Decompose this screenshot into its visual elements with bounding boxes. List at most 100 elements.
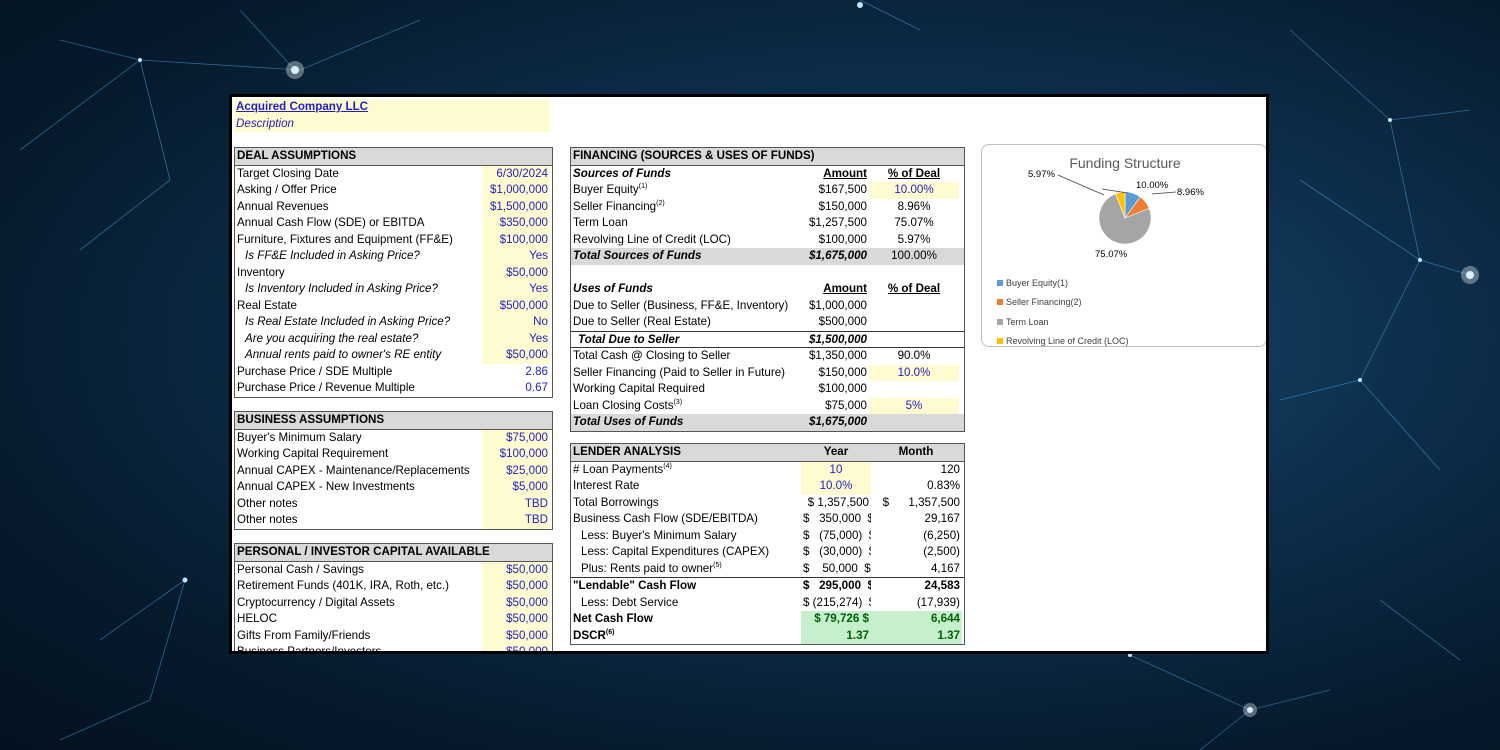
- lender-label-text: Less: Debt Service: [581, 595, 679, 609]
- deal-row-value[interactable]: $350,000: [482, 215, 550, 232]
- deal-row-label: Real Estate: [237, 298, 297, 312]
- lender-label-text: Total Borrowings: [573, 495, 659, 509]
- source-row-pct[interactable]: 75.07%: [894, 216, 934, 229]
- lender-row-month[interactable]: (2,500): [923, 545, 960, 558]
- business-row-value[interactable]: $25,000: [482, 462, 550, 479]
- source-row-pct[interactable]: 10.00%: [869, 182, 959, 199]
- business-row-label: Other notes: [237, 496, 298, 510]
- financing-title: FINANCING (SOURCES & USES OF FUNDS): [573, 149, 815, 162]
- personal-row-value[interactable]: $50,000: [482, 644, 550, 651]
- lender-row-month[interactable]: 4,167: [930, 561, 960, 575]
- deal-row-value[interactable]: 6/30/2024: [482, 165, 550, 182]
- source-row-pct[interactable]: 8.96%: [897, 199, 931, 213]
- deal-row: Annual Cash Flow (SDE) or EBITDA $350,000: [235, 215, 552, 232]
- lender-row-year[interactable]: $ 1,357,500: [807, 495, 869, 509]
- use-row-pct[interactable]: 5%: [869, 397, 959, 414]
- deal-row-value[interactable]: $50,000: [482, 347, 550, 364]
- spreadsheet-window: Acquired Company LLC Description DEAL AS…: [229, 94, 1269, 654]
- use-row-pct[interactable]: 90.0%: [897, 349, 931, 362]
- business-row-value[interactable]: $100,000: [482, 446, 550, 463]
- business-row-value[interactable]: TBD: [482, 512, 550, 529]
- deal-row-value[interactable]: Yes: [482, 248, 550, 265]
- use-row: Due to Seller (Business, FF&E, Inventory…: [571, 298, 964, 315]
- lender-row-year[interactable]: $ (75,000) $: [803, 528, 871, 542]
- deal-row-value[interactable]: $1,500,000: [482, 198, 550, 215]
- personal-row-value[interactable]: $50,000: [482, 561, 550, 578]
- lender-row-year[interactable]: 10: [801, 461, 871, 478]
- business-assumptions-title: BUSINESS ASSUMPTIONS: [237, 413, 385, 426]
- use-row-pct[interactable]: 10.0%: [869, 364, 959, 381]
- lender-row-year[interactable]: 1.37: [801, 627, 871, 644]
- personal-row-value[interactable]: $50,000: [482, 611, 550, 628]
- deal-row: Real Estate $500,000: [235, 297, 552, 314]
- use-row-amount[interactable]: $1,350,000: [808, 349, 867, 362]
- use-row-pct[interactable]: [869, 381, 959, 398]
- lender-row-year[interactable]: $ (30,000) $: [803, 545, 871, 558]
- lender-row-month[interactable]: 0.83%: [927, 479, 960, 492]
- business-row-value[interactable]: $5,000: [482, 479, 550, 496]
- footnote-marker: (2): [656, 199, 665, 207]
- company-description[interactable]: Description: [236, 116, 294, 130]
- lender-row-year[interactable]: $ 350,000 $: [803, 512, 871, 525]
- use-row-amount[interactable]: $75,000: [825, 398, 867, 412]
- deal-row-value[interactable]: $1,000,000: [482, 182, 550, 199]
- lender-label-text: "Lendable" Cash Flow: [573, 579, 697, 592]
- personal-row-label: Gifts From Family/Friends: [237, 628, 371, 642]
- deal-row-value[interactable]: No: [482, 314, 550, 331]
- personal-row-value[interactable]: $50,000: [482, 594, 550, 611]
- business-row-label: Other notes: [237, 513, 298, 526]
- deal-row-value[interactable]: $500,000: [482, 297, 550, 314]
- lender-row-year[interactable]: $ 295,000 $: [803, 579, 871, 592]
- personal-row: Retirement Funds (401K, IRA, Roth, etc.)…: [235, 578, 552, 595]
- legend-item: Buyer Equity(1): [997, 273, 1129, 293]
- company-name[interactable]: Acquired Company LLC: [236, 100, 369, 113]
- lender-row-year[interactable]: $ 50,000 $: [803, 561, 871, 575]
- use-row-amount[interactable]: $150,000: [818, 365, 867, 379]
- source-row-amount[interactable]: $150,000: [818, 199, 867, 213]
- use-row-amount[interactable]: $500,000: [818, 315, 867, 328]
- total-sources-row: Total Sources of Funds $1,675,000 100.00…: [571, 248, 964, 265]
- lender-row-month[interactable]: 1.37: [871, 627, 962, 644]
- lender-row-year[interactable]: 10.0%: [801, 478, 871, 495]
- label-seller-financing-pct: 8.96%: [1177, 187, 1204, 198]
- total-uses-amount[interactable]: $1,675,000: [808, 415, 867, 428]
- business-row-label: Working Capital Requirement: [237, 447, 389, 460]
- lender-row-month[interactable]: 24,583: [924, 579, 960, 592]
- lender-row-month[interactable]: (17,939): [916, 595, 960, 609]
- source-row-amount[interactable]: $167,500: [818, 183, 867, 196]
- deal-row-value[interactable]: Yes: [482, 281, 550, 298]
- deal-row-value[interactable]: $50,000: [482, 264, 550, 281]
- total-sources-amount[interactable]: $1,675,000: [808, 249, 867, 262]
- pie-slice-term-loan[interactable]: [1098, 193, 1152, 245]
- pie-slice-loc[interactable]: [1115, 191, 1126, 219]
- use-label-text: Loan Closing Costs: [573, 398, 674, 412]
- source-row-amount[interactable]: $100,000: [818, 232, 867, 246]
- personal-row-value[interactable]: $50,000: [482, 578, 550, 595]
- use-row-label: Due to Seller (Real Estate): [573, 315, 711, 328]
- source-row-amount[interactable]: $1,257,500: [808, 216, 867, 229]
- total-due-row: Total Due to Seller $1,500,000: [571, 330, 964, 348]
- funding-structure-chart[interactable]: Funding Structure 5.97% 10.00% 8.96% 75.…: [981, 144, 1266, 347]
- lender-row-year[interactable]: $ (215,274) $: [803, 595, 871, 609]
- use-row-amount[interactable]: $100,000: [818, 382, 867, 395]
- total-sources-pct[interactable]: 100.00%: [891, 249, 937, 262]
- legend-swatch: [997, 279, 1003, 286]
- deal-row-value[interactable]: Yes: [482, 330, 550, 347]
- lender-row-month[interactable]: 6,644: [871, 611, 962, 628]
- lender-row-month[interactable]: 120: [940, 462, 960, 476]
- deal-row: Purchase Price / SDE Multiple 2.86: [235, 364, 552, 381]
- lender-row: Interest Rate 10.0% 0.83%: [571, 478, 964, 495]
- company-header: Acquired Company LLC Description: [234, 99, 550, 132]
- personal-row-label: Personal Cash / Savings: [237, 562, 364, 576]
- use-row-amount[interactable]: $1,000,000: [808, 298, 867, 312]
- lender-row-month[interactable]: $ 1,357,500: [882, 495, 960, 509]
- lender-row-year[interactable]: $ 79,726 $: [801, 611, 871, 628]
- lender-row-month[interactable]: (6,250): [923, 528, 960, 542]
- personal-row-value[interactable]: $50,000: [482, 627, 550, 644]
- total-due-amount[interactable]: $1,500,000: [808, 332, 867, 346]
- source-row-pct[interactable]: 5.97%: [897, 232, 931, 246]
- lender-row-month[interactable]: 29,167: [924, 512, 960, 525]
- business-row-value[interactable]: $75,000: [482, 429, 550, 446]
- deal-row-value[interactable]: $100,000: [482, 231, 550, 248]
- business-row-value[interactable]: TBD: [482, 495, 550, 512]
